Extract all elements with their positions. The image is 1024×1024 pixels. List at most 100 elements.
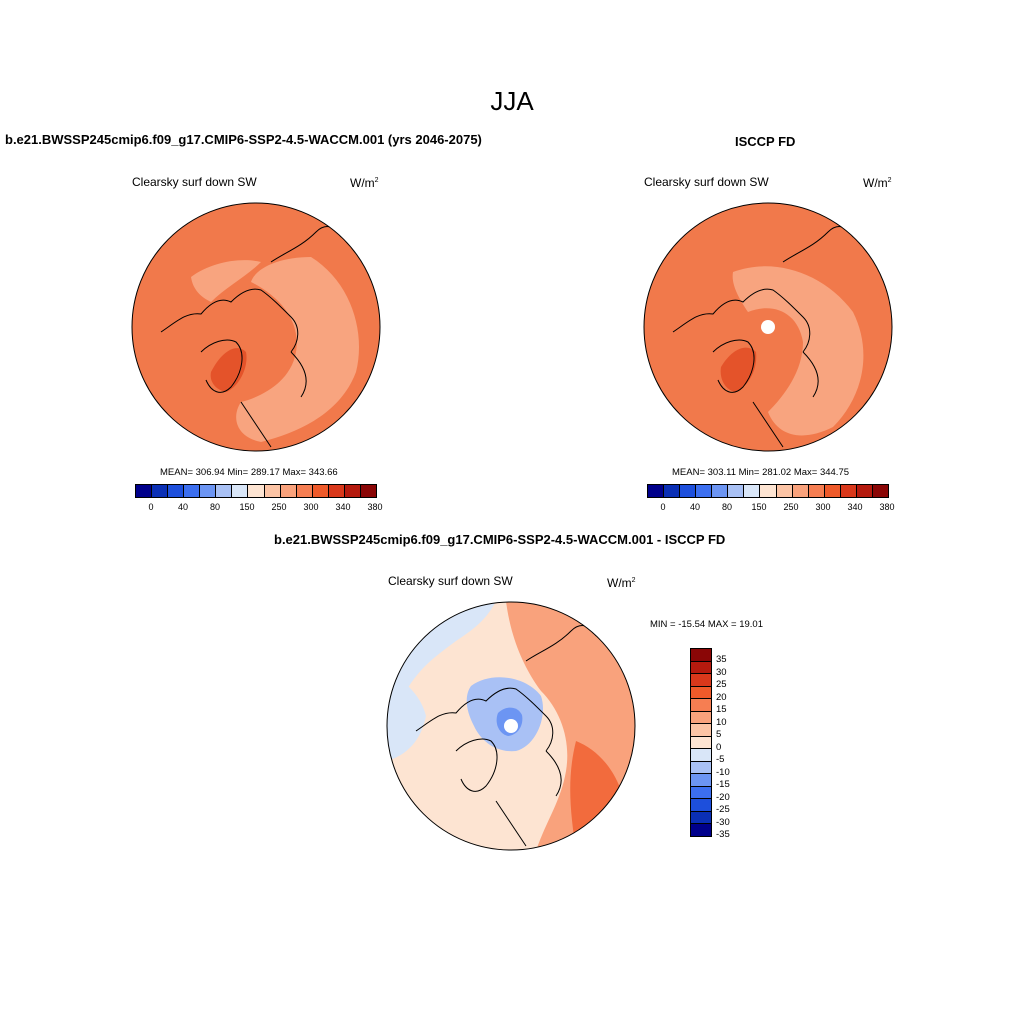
diff-units: W/m2 (607, 576, 636, 590)
colorbar-swatch (792, 485, 809, 497)
colorbar-tick-label: 25 (716, 679, 727, 690)
colorbar-swatch (691, 761, 711, 774)
colorbar-swatch (691, 736, 711, 749)
colorbar-tick-label: 80 (209, 502, 220, 512)
model-panel-title: b.e21.BWSSP245cmip6.f09_g17.CMIP6-SSP2-4… (5, 132, 482, 147)
obs-pole-missing (761, 320, 775, 334)
colorbar-tick-label: 35 (716, 654, 727, 665)
model-colorbar-labels: 0 40 80 150 250 300 340 380 (135, 502, 382, 514)
diff-coastline-1 (415, 687, 554, 752)
colorbar-swatch (344, 485, 361, 497)
colorbar-swatch (136, 485, 153, 497)
colorbar-tick-label: 30 (716, 666, 727, 678)
model-field-dark-greenland (210, 348, 247, 392)
colorbar-swatch (824, 485, 841, 497)
obs-units: W/m2 (863, 176, 892, 190)
colorbar-swatch (360, 485, 376, 497)
colorbar-tick-label: -35 (716, 829, 730, 840)
colorbar-swatch (691, 674, 711, 687)
diff-field-negative-west (387, 671, 426, 761)
diff-panel-title: b.e21.BWSSP245cmip6.f09_g17.CMIP6-SSP2-4… (274, 532, 726, 547)
obs-coastline-3 (752, 401, 784, 448)
colorbar-swatch (728, 485, 745, 497)
colorbar-swatch (744, 485, 761, 497)
colorbar-tick-label: 20 (716, 691, 727, 703)
colorbar-swatch (691, 711, 711, 724)
colorbar-tick-label: 0 (660, 502, 666, 512)
colorbar-tick-label: 250 (271, 502, 287, 512)
colorbar-tick-label: 340 (847, 502, 863, 512)
colorbar-tick-label: 380 (879, 502, 895, 512)
colorbar-swatch (232, 485, 249, 497)
model-variable-name: Clearsky surf down SW (132, 175, 257, 189)
obs-stats: MEAN= 303.11 Min= 281.02 Max= 344.75 (672, 467, 850, 478)
colorbar-swatch (296, 485, 313, 497)
colorbar-swatch (680, 485, 697, 497)
colorbar-swatch (691, 824, 711, 836)
colorbar-tick-label: 80 (721, 502, 732, 512)
model-stats: MEAN= 306.94 Min= 289.17 Max= 343.66 (160, 467, 338, 478)
model-field-light-band (191, 260, 261, 302)
diff-coastline-2 (455, 738, 498, 792)
diff-stats: MIN = -15.54 MAX = 19.01 (650, 619, 764, 630)
colorbar-swatch (760, 485, 777, 497)
diff-coastline-3 (495, 800, 527, 847)
colorbar-swatch (312, 485, 329, 497)
colorbar-swatch (856, 485, 873, 497)
model-coastline-5 (290, 351, 307, 398)
colorbar-swatch (200, 485, 217, 497)
colorbar-tick-label: -25 (716, 804, 730, 815)
obs-colorbar (647, 484, 889, 498)
colorbar-tick-label: -30 (716, 816, 730, 828)
colorbar-swatch (691, 811, 711, 824)
colorbar-swatch (152, 485, 169, 497)
diff-colorbar-labels: 35 30 25 20 15 10 5 0 -5 -10 -15 -20 -25 -30 -35 (716, 654, 756, 844)
diff-colorbar (690, 648, 712, 837)
colorbar-swatch (691, 799, 711, 812)
colorbar-tick-label: 150 (239, 502, 255, 512)
colorbar-tick-label: 40 (177, 502, 188, 512)
colorbar-swatch (691, 774, 711, 787)
colorbar-swatch (691, 786, 711, 799)
colorbar-swatch (691, 686, 711, 699)
colorbar-tick-label: 15 (716, 704, 727, 715)
obs-coastline-1 (672, 288, 811, 353)
colorbar-swatch (280, 485, 297, 497)
obs-variable-name: Clearsky surf down SW (644, 175, 769, 189)
colorbar-tick-label: 250 (783, 502, 799, 512)
colorbar-swatch (691, 649, 711, 662)
model-polar-map (131, 202, 381, 452)
colorbar-swatch (691, 749, 711, 762)
colorbar-tick-label: -5 (716, 754, 725, 765)
model-coastline-1 (160, 288, 299, 353)
model-colorbar (135, 484, 377, 498)
diff-coastline-5 (545, 750, 562, 797)
colorbar-tick-label: 300 (815, 502, 831, 512)
colorbar-tick-label: -20 (716, 791, 730, 803)
main-title: JJA (490, 86, 534, 116)
obs-field-light-region (732, 266, 864, 436)
diff-polar-map (386, 601, 636, 851)
obs-colorbar-labels: 0 40 80 150 250 300 340 380 (647, 502, 894, 514)
colorbar-swatch (872, 485, 888, 497)
model-field-light-region (236, 257, 359, 442)
model-coastline-3 (240, 401, 272, 448)
colorbar-swatch (696, 485, 713, 497)
obs-panel-title: ISCCP FD (735, 134, 796, 149)
colorbar-swatch (691, 724, 711, 737)
colorbar-tick-label: 5 (716, 729, 722, 740)
diff-pole-missing (504, 719, 518, 733)
colorbar-swatch (776, 485, 793, 497)
colorbar-swatch (712, 485, 729, 497)
colorbar-swatch (168, 485, 185, 497)
model-units: W/m2 (350, 176, 379, 190)
colorbar-tick-label: -15 (716, 779, 730, 790)
colorbar-swatch (808, 485, 825, 497)
colorbar-swatch (664, 485, 681, 497)
colorbar-swatch (328, 485, 345, 497)
colorbar-swatch (248, 485, 265, 497)
colorbar-swatch (691, 661, 711, 674)
colorbar-swatch (184, 485, 201, 497)
colorbar-tick-label: 340 (335, 502, 351, 512)
colorbar-tick-label: -10 (716, 766, 730, 778)
